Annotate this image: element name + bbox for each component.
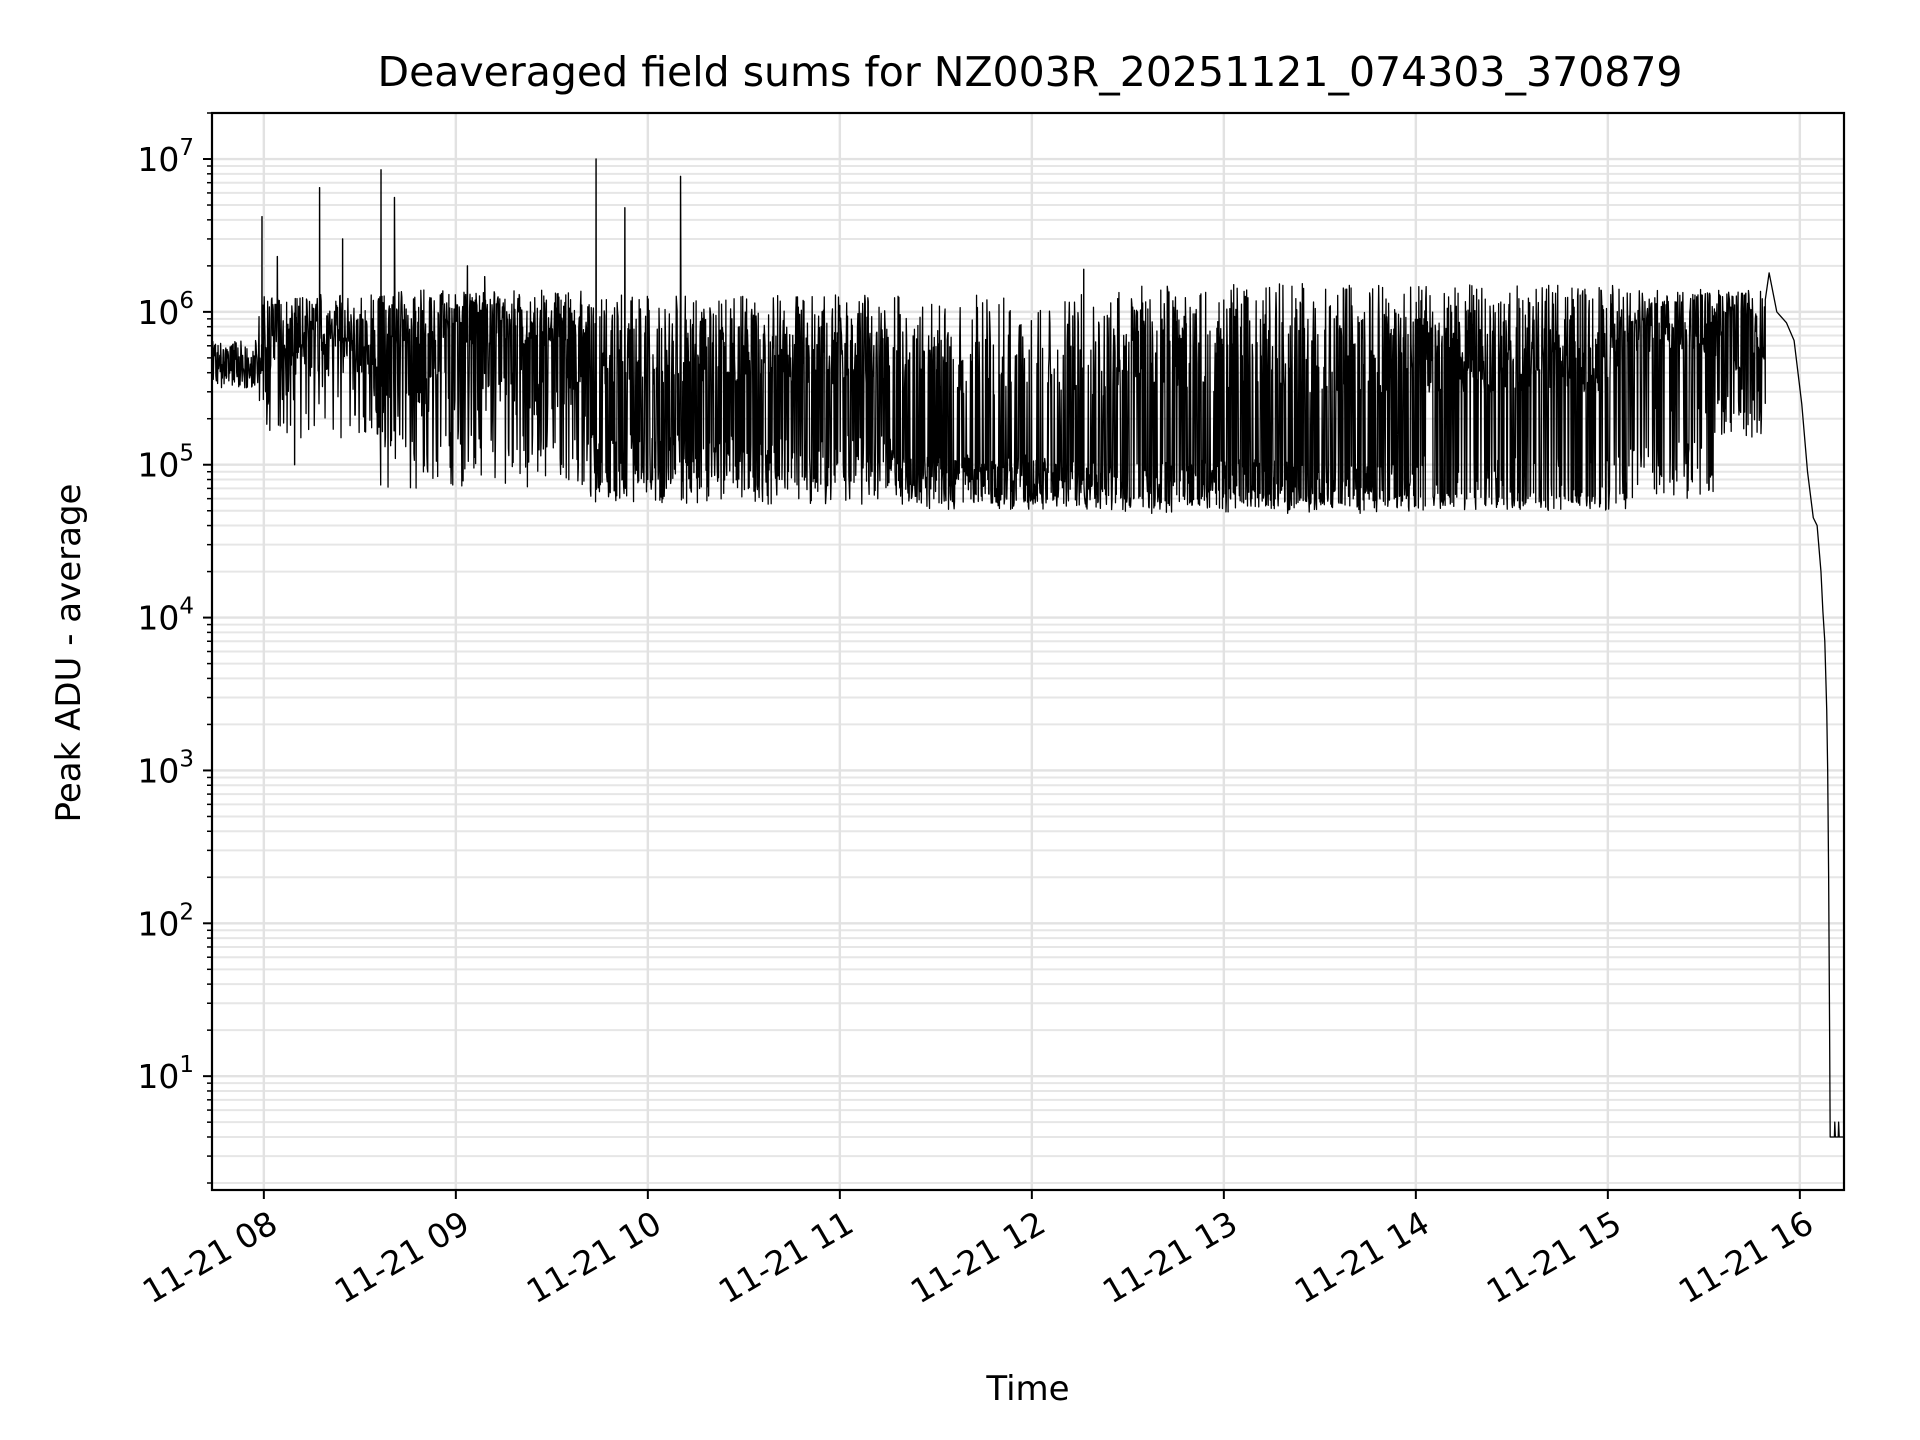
y-tick-exponent: 5 xyxy=(179,441,194,467)
y-tick-base: 10 xyxy=(137,751,179,790)
chart-title: Deaveraged field sums for NZ003R_2025112… xyxy=(378,48,1683,96)
series-line xyxy=(211,158,1844,1138)
y-tick-base: 10 xyxy=(137,904,179,943)
y-tick-label: 104 xyxy=(137,594,194,638)
y-tick-label: 105 xyxy=(137,441,194,485)
y-tick-exponent: 4 xyxy=(179,594,194,620)
y-tick-label: 107 xyxy=(137,135,194,179)
y-tick-exponent: 1 xyxy=(179,1052,194,1078)
y-axis-title: Peak ADU - average xyxy=(49,484,89,823)
y-tick-exponent: 7 xyxy=(179,135,194,161)
y-tick-label: 102 xyxy=(137,899,194,943)
y-tick-base: 10 xyxy=(137,1057,179,1096)
y-tick-label: 103 xyxy=(137,746,194,790)
y-tick-base: 10 xyxy=(137,140,179,179)
y-tick-base: 10 xyxy=(137,446,179,485)
series-layer xyxy=(211,158,1844,1138)
y-tick-base: 10 xyxy=(137,293,179,332)
x-axis-title: Time xyxy=(985,1369,1069,1409)
y-tick-label: 101 xyxy=(137,1052,194,1096)
y-tick-base: 10 xyxy=(137,599,179,638)
y-tick-exponent: 3 xyxy=(179,746,194,772)
major-gridlines xyxy=(212,113,1844,1190)
y-tick-label: 106 xyxy=(137,288,194,332)
y-tick-exponent: 2 xyxy=(179,899,194,925)
y-tick-exponent: 6 xyxy=(179,288,194,314)
